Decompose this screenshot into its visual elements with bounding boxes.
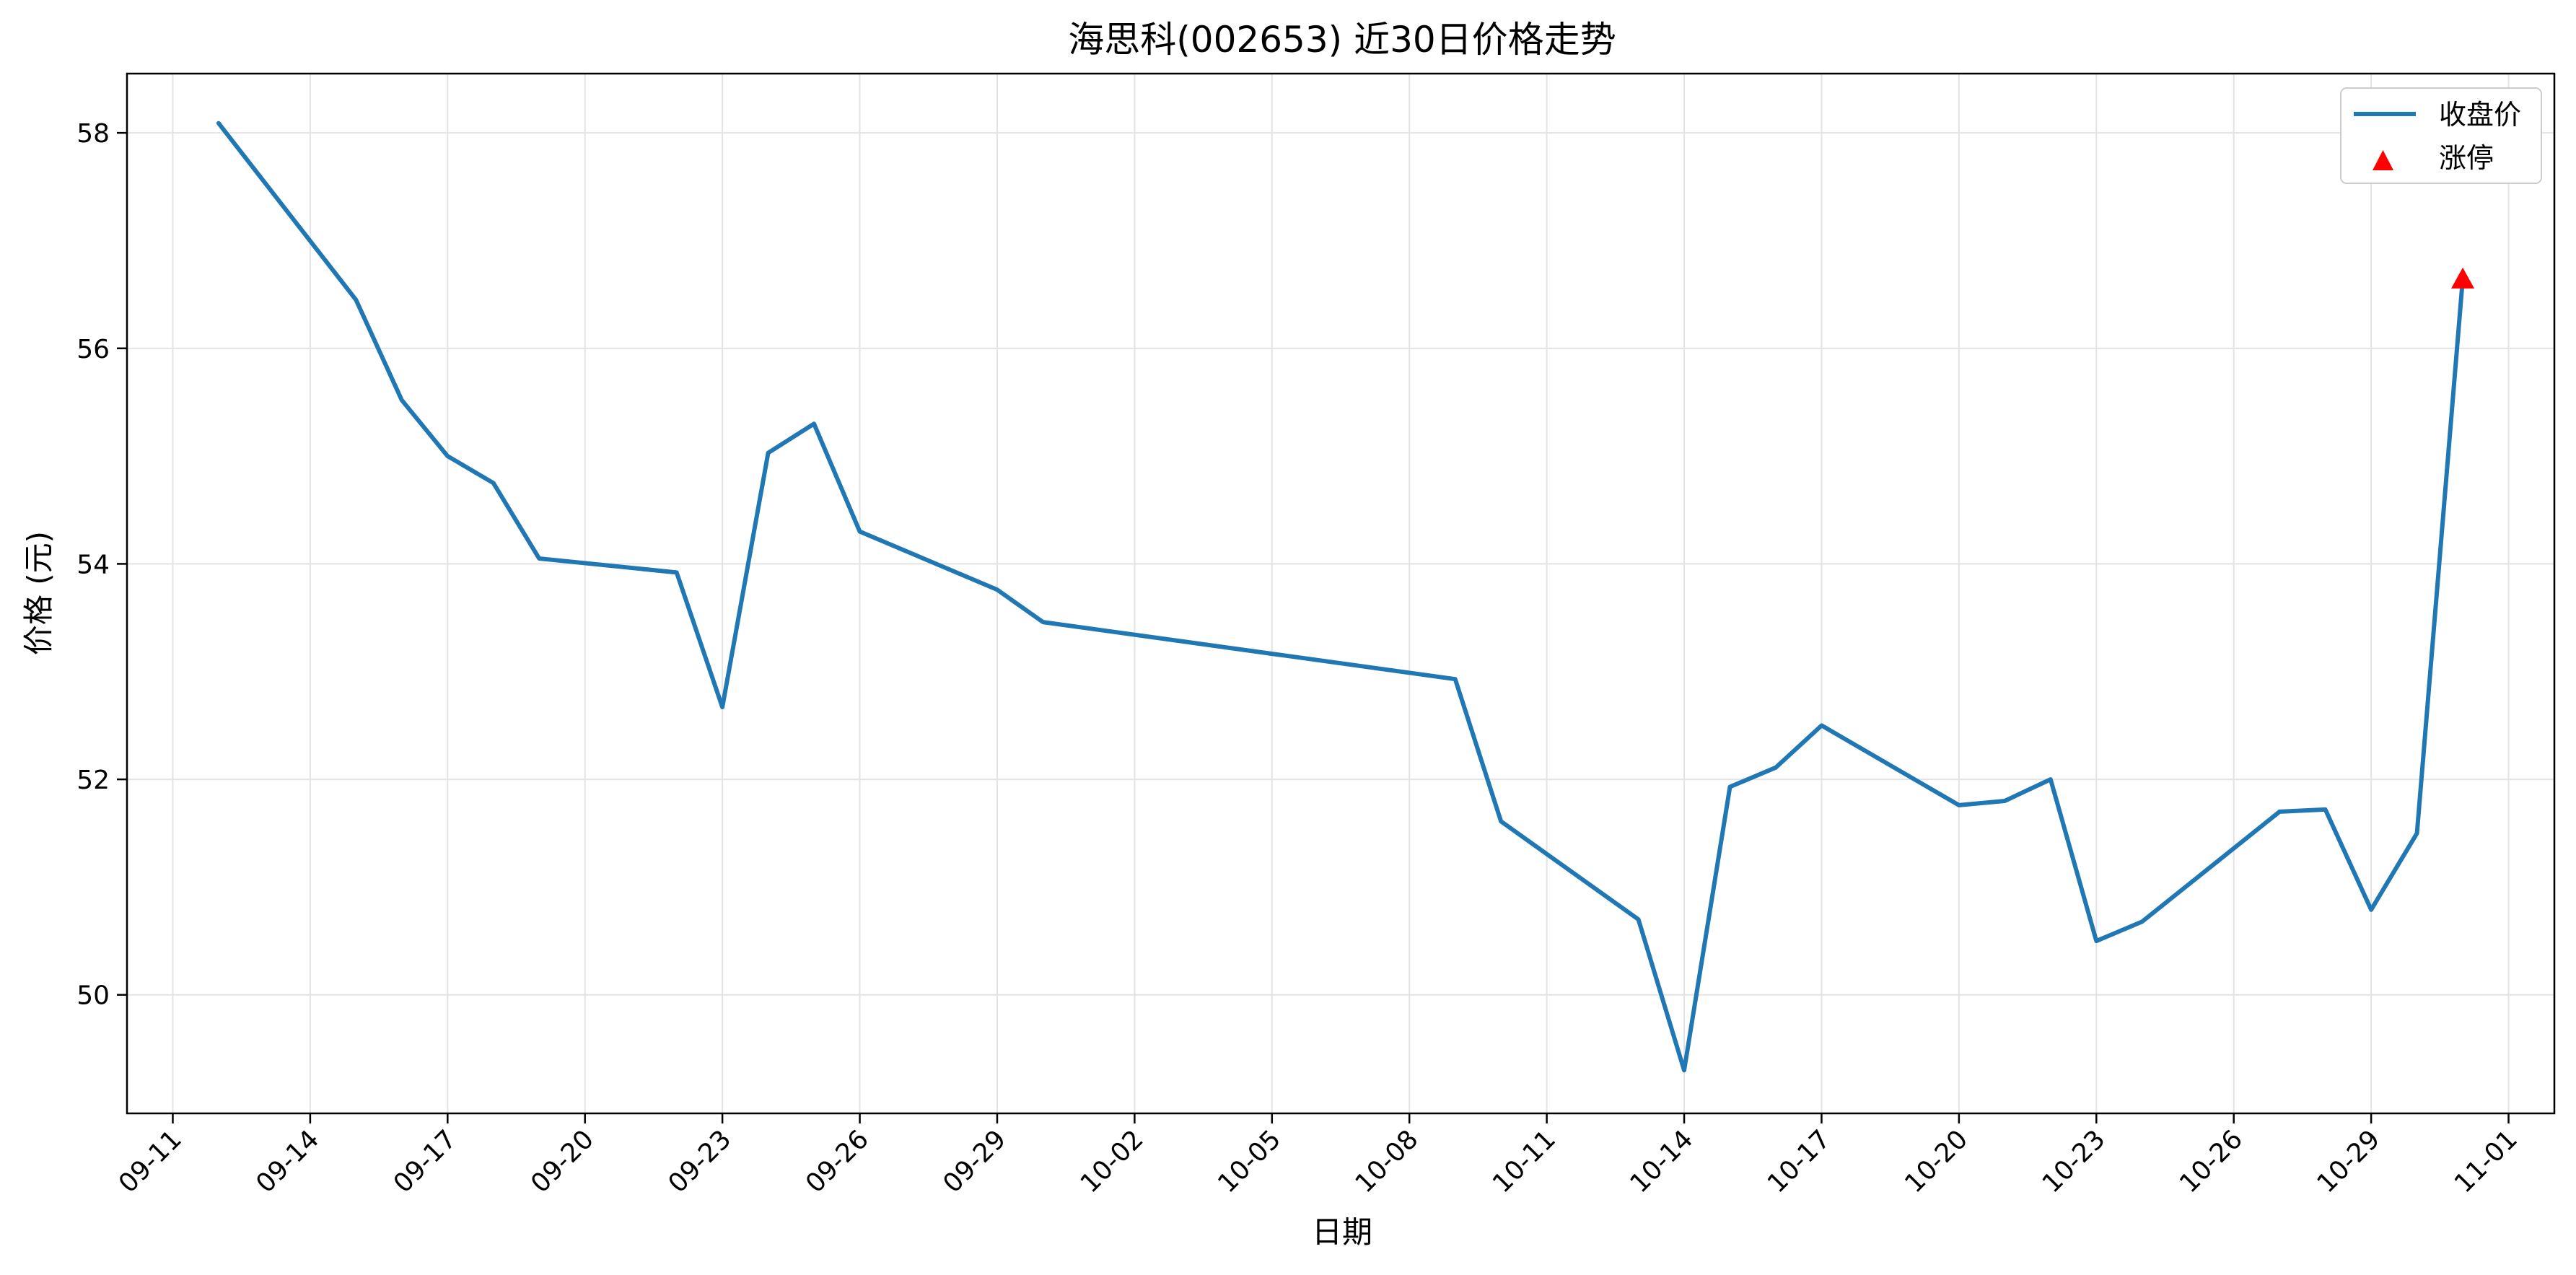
x-tick-label: 10-08 (1350, 1124, 1424, 1199)
legend-limit-up-label: 涨停 (2439, 142, 2494, 174)
x-axis: 09-11 09-14 09-17 09-20 09-23 09-26 09-29 10-02… (113, 1113, 2523, 1199)
plot-frame (126, 72, 2556, 1115)
x-axis-label: 日期 (1312, 1214, 1372, 1250)
x-tick-label: 10-23 (2037, 1124, 2111, 1199)
x-tick-label: 11-01 (2449, 1124, 2523, 1199)
x-tick-label: 10-20 (1899, 1124, 1973, 1199)
x-tick-label: 10-11 (1487, 1124, 1561, 1199)
x-tick-label: 10-26 (2174, 1124, 2248, 1199)
y-tick-label: 52 (76, 766, 110, 795)
y-tick-label: 54 (76, 550, 110, 579)
x-tick-label: 09-29 (937, 1124, 1012, 1199)
y-tick-label: 50 (76, 981, 110, 1011)
x-tick-label: 10-05 (1212, 1124, 1287, 1199)
chart-title: 海思科(002653) 近30日价格走势 (1068, 19, 1616, 61)
x-tick-label: 10-17 (1762, 1124, 1836, 1199)
grid-layer (127, 74, 2554, 1113)
y-tick-label: 58 (76, 119, 110, 149)
legend-close-label: 收盘价 (2439, 99, 2521, 131)
x-tick-label: 09-23 (663, 1124, 737, 1199)
x-tick-label: 09-20 (525, 1124, 600, 1199)
x-tick-label: 09-11 (113, 1124, 188, 1199)
x-tick-label: 10-29 (2312, 1124, 2386, 1199)
x-tick-label: 09-17 (388, 1124, 463, 1199)
y-tick-label: 56 (76, 335, 110, 364)
x-tick-label: 09-14 (250, 1124, 325, 1199)
y-axis: 50 52 54 56 58 (76, 119, 127, 1011)
legend: 收盘价 涨停 (2340, 87, 2542, 184)
close-price-line (216, 121, 2466, 1073)
series-layer (216, 121, 2475, 1073)
y-axis-label: 价格 (元) (21, 531, 56, 655)
x-tick-label: 09-26 (800, 1124, 875, 1199)
x-tick-label: 10-14 (1624, 1124, 1699, 1199)
legend-limit-up-triangle-icon (2373, 150, 2393, 170)
x-tick-label: 10-02 (1075, 1124, 1149, 1199)
limit-up-marker (2451, 267, 2475, 289)
